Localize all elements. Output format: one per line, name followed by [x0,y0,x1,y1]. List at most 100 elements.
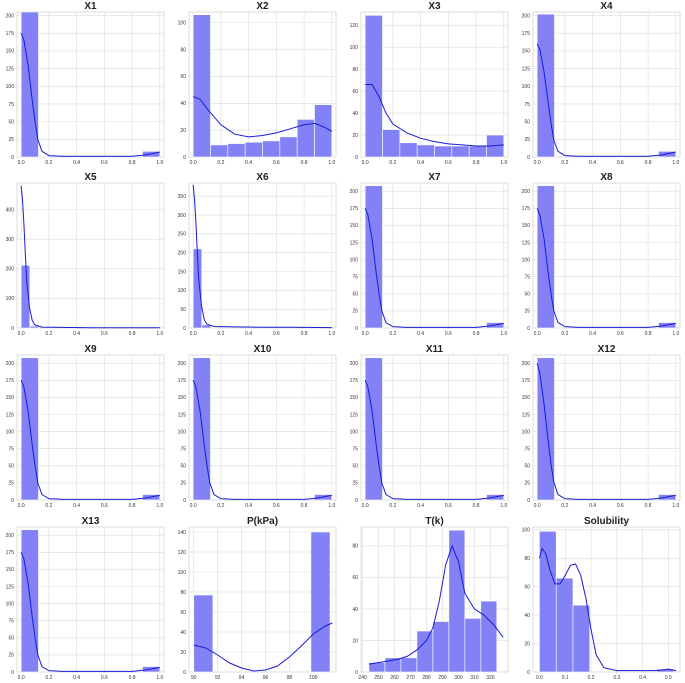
y-tick-label: 140 [178,530,187,536]
x-tick-label: 0.4 [639,675,646,681]
y-tick-label: 50 [8,636,14,642]
x-tick-label: 270 [406,675,415,681]
x-tick-label: 0.6 [273,503,280,509]
y-tick-label: 100 [522,257,531,263]
x-tick-label: 0.6 [101,331,108,337]
subplot-title: X11 [426,344,444,355]
y-tick-label: 50 [8,119,14,125]
y-tick-label: 125 [350,240,359,246]
y-tick-label: 50 [180,464,186,470]
subplot-title: T(k) [425,516,443,527]
x-tick-label: 0.6 [617,503,624,509]
y-tick-label: 60 [524,585,530,591]
plot-area [360,354,509,501]
y-tick-label: 200 [522,361,531,367]
x-tick-label: 0.2 [588,675,595,681]
histogram-bar [536,357,555,501]
x-tick-label: 0.8 [301,503,308,509]
x-tick-label: 0.6 [273,331,280,337]
y-tick-label: 0 [183,670,186,676]
subplot-title: X7 [428,172,441,183]
histogram-bar [451,145,470,158]
y-tick-label: 40 [180,630,186,636]
x-tick-label: 0.4 [245,331,252,337]
x-tick-label: 0.6 [445,503,452,509]
subplot-title: X3 [428,1,441,12]
histogram-bar [193,594,214,673]
x-tick-label: 0.0 [190,503,197,509]
x-tick-label: 0.4 [589,503,596,509]
histogram-bar [29,325,39,329]
y-tick-label: 175 [6,31,15,37]
x-tick-label: 280 [422,675,431,681]
histogram-bar [468,145,487,158]
y-tick-label: 25 [8,653,14,659]
histogram-bar [399,142,418,158]
y-tick-label: 200 [6,361,15,367]
x-tick-label: 0.4 [245,160,252,166]
subplot-x7: 0 25 50 75 100 125 150 175 200 0.0 0.2 0.4 0.6 0.8 1.0… [350,172,509,337]
x-tick-label: 0.4 [417,331,424,337]
histogram-bar [464,618,482,673]
y-tick-label: 0 [527,670,530,676]
y-tick-label: 100 [350,429,359,435]
x-tick-label: 0.0 [362,503,369,509]
x-tick-label: 0.4 [73,331,80,337]
subplot-x1: 0 25 50 75 100 125 150 175 200 0.0 0.2 0.4 0.6 0.8 1.0… [6,1,165,166]
y-tick-label: 20 [524,641,530,647]
x-tick-label: 1.0 [500,160,507,166]
y-tick-label: 250 [178,232,187,238]
x-tick-label: 290 [438,675,447,681]
x-tick-label: 0.8 [301,331,308,337]
histogram-bar [201,324,211,329]
x-tick-label: 0.2 [217,503,224,509]
y-tick-label: 350 [178,194,187,200]
y-tick-label: 300 [6,237,15,243]
x-tick-label: 0.8 [129,160,136,166]
plot-area [188,182,337,329]
y-tick-label: 80 [352,67,358,73]
x-tick-label: 1.0 [328,503,335,509]
y-tick-label: 150 [178,269,187,275]
y-tick-label: 400 [6,207,15,213]
subplot-title: X2 [256,1,269,12]
x-tick-label: 1.0 [500,331,507,337]
y-tick-label: 175 [522,378,531,384]
y-tick-label: 150 [522,49,531,55]
subplot-solubility: 0 20 40 60 80 100 0.0 0.1 0.2 0.3 0.4 0.5 Solubility [522,516,681,681]
y-tick-label: 25 [8,481,14,487]
subplot-x13: 0 25 50 75 100 125 150 175 200 0.0 0.2 0.4 0.6 0.8 1.0… [6,516,165,681]
x-tick-label: 94 [239,675,245,681]
y-tick-label: 200 [350,189,359,195]
histogram-bar [400,657,418,673]
y-tick-label: 25 [8,137,14,143]
y-tick-label: 60 [180,74,186,80]
kde-line [536,208,676,328]
x-tick-label: 0.2 [561,160,568,166]
histogram-bar [539,530,557,673]
x-tick-label: 0.1 [562,675,569,681]
y-tick-label: 175 [6,550,15,556]
y-tick-label: 0 [11,498,14,504]
x-tick-label: 0.2 [561,503,568,509]
x-tick-label: 0.4 [73,503,80,509]
y-tick-label: 25 [524,309,530,315]
histogram-bar [279,136,298,158]
y-tick-label: 175 [522,206,531,212]
y-tick-label: 50 [524,119,530,125]
subplot-title: X9 [84,344,97,355]
x-tick-label: 0.8 [473,503,480,509]
subplot-p-kpa-: 0 20 40 60 80 100 120 140 90 92 94 96 98 100 P(kPa) [178,516,337,681]
y-tick-label: 175 [350,378,359,384]
x-tick-label: 0.0 [536,675,543,681]
y-tick-label: 20 [180,650,186,656]
y-tick-label: 25 [352,481,358,487]
y-tick-label: 100 [522,528,531,534]
x-tick-label: 0.8 [129,675,136,681]
y-tick-label: 175 [350,206,359,212]
x-tick-label: 1.0 [156,503,163,509]
kde-line [536,43,676,157]
y-tick-label: 200 [178,361,187,367]
y-tick-label: 0 [11,670,14,676]
y-tick-label: 0 [11,155,14,161]
